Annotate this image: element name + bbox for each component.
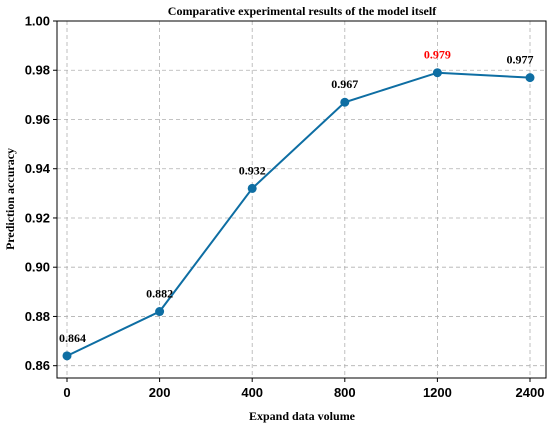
series-line	[66, 71, 531, 357]
x-axis-label: Expand data volume	[249, 409, 356, 423]
data-point	[525, 73, 535, 83]
x-tick-label: 400	[241, 385, 263, 400]
y-tick-label: 0.90	[25, 260, 50, 275]
x-axis: 0 200 400 800 1200 2400	[63, 378, 544, 400]
data-label: 0.977	[507, 53, 534, 67]
data-label: 0.864	[59, 331, 86, 345]
data-label: 0.882	[146, 287, 173, 301]
data-point	[432, 68, 442, 78]
chart-title: Comparative experimental results of the …	[168, 4, 437, 18]
plot-frame	[56, 20, 547, 379]
data-point	[62, 351, 72, 361]
data-label: 0.932	[239, 163, 266, 177]
y-axis-label: Prediction accuracy	[3, 148, 17, 250]
y-tick-label: 0.94	[25, 161, 51, 176]
x-tick-label: 200	[149, 385, 171, 400]
x-tick-label: 1200	[423, 385, 452, 400]
y-tick-label: 0.86	[25, 358, 50, 373]
y-tick-label: 0.92	[25, 210, 50, 225]
x-tick-label: 2400	[516, 385, 545, 400]
y-tick-label: 0.88	[25, 309, 50, 324]
data-point	[247, 183, 257, 193]
y-tick-label: 0.98	[25, 63, 50, 78]
data-label: 0.967	[331, 77, 358, 91]
y-tick-label: 1.00	[25, 14, 50, 29]
x-tick-label: 0	[63, 385, 70, 400]
data-point	[340, 97, 350, 107]
y-axis: 0.86 0.88 0.90 0.92 0.94 0.96 0.98 1.00	[25, 14, 57, 373]
data-label: 0.979	[424, 48, 451, 62]
data-point	[155, 307, 165, 317]
series-layer: 0.864 0.882 0.932 0.967 0.979 0.977	[59, 48, 535, 361]
x-tick-label: 800	[334, 385, 356, 400]
y-tick-label: 0.96	[25, 112, 50, 127]
